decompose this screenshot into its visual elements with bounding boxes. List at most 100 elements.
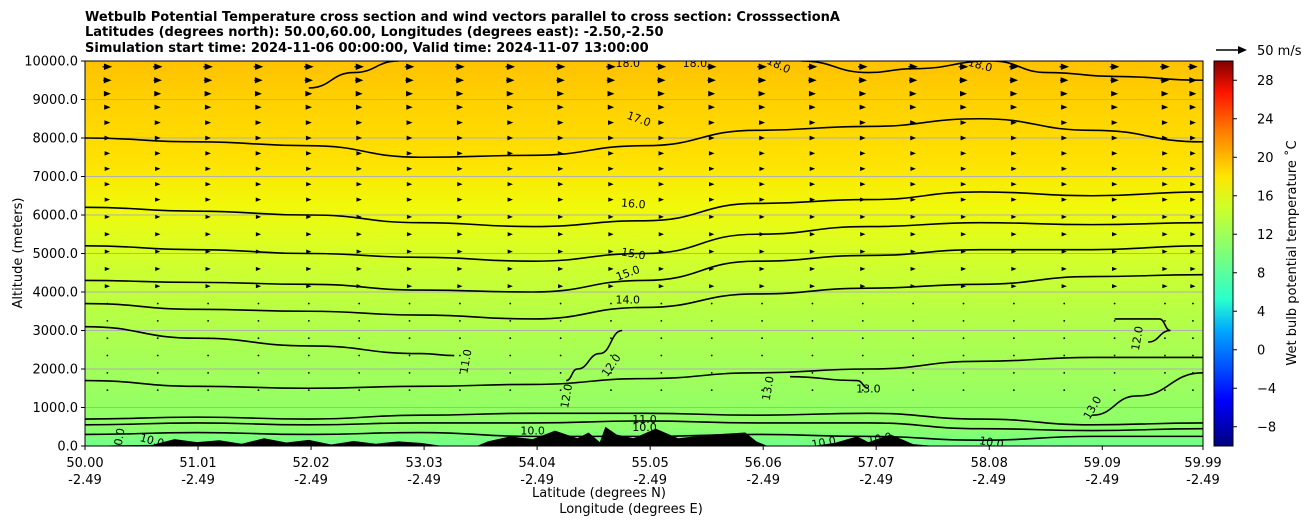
- wind-vector: [1063, 302, 1066, 305]
- wind-vector-head: [709, 249, 715, 254]
- terrain-fill: [85, 426, 1203, 446]
- wind-vector: [559, 319, 562, 322]
- wind-vector: [358, 337, 361, 340]
- contour-label: 10.0: [111, 427, 128, 453]
- wind-vector-head: [1060, 90, 1068, 97]
- wind-vector-head: [709, 182, 715, 187]
- wind-vector-head: [205, 214, 211, 220]
- contour-line-11-0: [85, 325, 455, 357]
- wind-vector-head: [406, 197, 413, 202]
- wind-vector-head: [809, 166, 816, 171]
- contour-line-16-0: [85, 191, 1203, 228]
- wind-vector: [861, 319, 864, 322]
- wind-vector-head: [104, 104, 111, 110]
- colorbar-tick-label: −4: [1257, 382, 1276, 397]
- wind-vector-head: [154, 151, 161, 156]
- wind-vector-head: [809, 120, 816, 125]
- wind-vector: [459, 371, 461, 374]
- wind-vector-head: [910, 266, 916, 271]
- wind-vector-head: [356, 197, 362, 202]
- wind-vector-head: [1111, 120, 1118, 125]
- y-tick-label: 6000.0: [33, 209, 79, 224]
- wind-vector-head: [154, 63, 163, 71]
- wind-vector-head: [809, 63, 818, 71]
- wind-vector: [207, 389, 210, 392]
- wind-vector: [358, 319, 361, 322]
- wind-vector-head: [608, 214, 614, 220]
- wind-vector-head: [1061, 214, 1067, 220]
- colorbar-tick-label: 16: [1257, 189, 1274, 204]
- wind-vector: [257, 337, 260, 340]
- wind-vector-head: [104, 135, 111, 141]
- wind-vector-head: [1190, 249, 1196, 254]
- wind-vector-head: [657, 90, 665, 97]
- wind-vector: [912, 389, 915, 392]
- wind-vector-head: [1162, 232, 1168, 237]
- wind-vector: [408, 354, 411, 357]
- wind-vector-head: [255, 249, 262, 254]
- wind-vector: [307, 319, 310, 322]
- wind-vector-head: [557, 166, 564, 171]
- wind-vector-head: [104, 284, 110, 289]
- wind-vector-head: [860, 284, 866, 289]
- wind-vector-head: [960, 151, 967, 156]
- wind-vector-head: [809, 214, 816, 220]
- wind-vector: [811, 371, 814, 374]
- wind-vector-head: [860, 197, 866, 202]
- contour-line-13-0: [1092, 372, 1203, 416]
- wind-vector-head: [759, 197, 765, 202]
- wind-vector-head: [708, 63, 717, 71]
- wind-vector-head: [960, 284, 967, 289]
- wind-vector-head: [1011, 249, 1017, 254]
- wind-vector: [459, 337, 461, 340]
- wind-vector-head: [909, 77, 918, 84]
- x-tick-label-lat: 52.02: [292, 456, 329, 471]
- wind-vector-head: [1061, 120, 1068, 125]
- wind-vector-head: [608, 232, 614, 237]
- wind-vector-head: [1190, 214, 1196, 220]
- wind-vector: [1192, 354, 1194, 357]
- wind-vector-head: [1061, 166, 1067, 171]
- colorbar-gradient: [1213, 60, 1234, 447]
- wind-vector-head: [960, 63, 969, 71]
- wind-vector-head: [859, 120, 866, 125]
- wind-vector-head: [457, 284, 463, 289]
- contour-line-12-0: [566, 329, 623, 382]
- x-tick-label-lon: -2.49: [68, 473, 102, 488]
- wind-vector: [710, 389, 713, 392]
- wind-vector-head: [154, 77, 162, 84]
- wind-vector-head: [507, 214, 513, 220]
- wind-vector-head: [356, 284, 362, 289]
- colorbar-tick-label: 20: [1257, 151, 1274, 166]
- wind-vector: [962, 389, 965, 392]
- wind-vector-head: [708, 77, 716, 84]
- wind-vector: [710, 371, 713, 374]
- wind-vector: [559, 389, 562, 392]
- contour-label: 18.0: [616, 57, 641, 70]
- wind-vector: [761, 354, 763, 357]
- contour-label: 10.0: [520, 425, 545, 438]
- wind-vector: [912, 371, 915, 374]
- wind-vector-head: [1161, 63, 1170, 71]
- wind-vector-head: [557, 151, 564, 156]
- wind-vector-head: [1061, 151, 1068, 156]
- wind-vector-head: [910, 284, 916, 289]
- wind-vector-head: [406, 90, 414, 97]
- wind-vector: [912, 302, 915, 305]
- wind-vector-head: [558, 266, 564, 271]
- wind-vector: [307, 354, 310, 357]
- wind-vector-head: [204, 77, 213, 84]
- wind-vector: [1164, 371, 1166, 374]
- wind-vector-head: [305, 90, 313, 97]
- wind-vector-head: [860, 214, 866, 220]
- wind-vector: [811, 337, 814, 340]
- wind-vector: [1113, 337, 1116, 340]
- wind-vector-head: [959, 77, 968, 84]
- wind-vector: [861, 371, 864, 374]
- wind-vector-head: [507, 266, 513, 271]
- x-tick-label-lon: -2.49: [1186, 473, 1220, 488]
- wind-vector-head: [205, 284, 211, 289]
- wind-vector: [358, 354, 361, 357]
- wind-vector: [1192, 371, 1194, 374]
- wind-vector: [1192, 337, 1194, 340]
